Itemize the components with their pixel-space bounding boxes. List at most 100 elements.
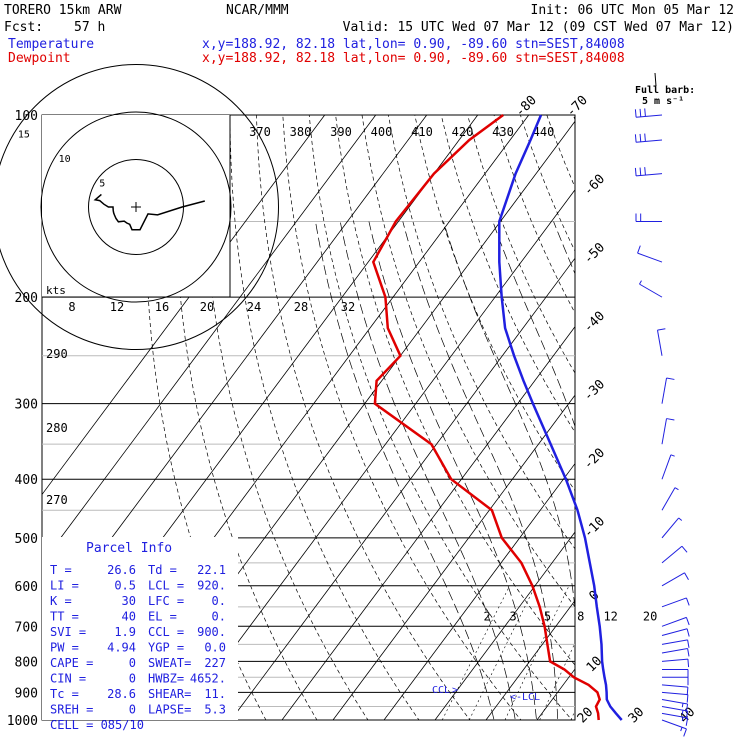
wind-barb [635,213,662,223]
temperature-legend: Temperature [8,37,94,52]
theta-label: 420 [452,125,474,139]
barb-legend-staff [654,72,657,87]
parcel-value: 0. [212,610,226,624]
parcel-key: SVI = [50,625,86,639]
hodograph-ring-label: 5 [99,179,105,190]
parcel-info-panel: Parcel Info T = 26.6 Td = 22.1 LI = 0.5 LCL = 9… [42,537,238,732]
location-temp: x,y=188.92, 82.18 lat,lon= 0.90, -89.60 … [202,37,625,52]
wind-barb [661,418,675,445]
wind-barb [661,597,690,608]
isotherm-label: 20 [575,705,597,727]
parcel-cell: CELL = 085/10 [50,718,144,732]
isotherm-label: 40 [677,705,699,727]
wind-barb [661,487,679,511]
hodograph-unit: kts [46,284,66,297]
parcel-key: T = [50,563,72,577]
isotherm-line [434,531,575,720]
isotherm-line [639,115,740,720]
dry-adiabat-line [546,115,575,188]
parcel-value: 1.9 [114,625,136,639]
parcel-value: 920. [197,579,226,593]
parcel-key: LAPSE= [148,703,191,717]
wind-barb [662,668,689,678]
pressure-tick-label: 700 [15,620,38,635]
dry-adiabat-label: 270 [46,493,68,507]
dry-adiabat-line [335,115,575,666]
dry-adiabat-line [600,115,740,733]
parcel-value: 4652. [190,672,226,686]
dry-adiabat-line [361,115,575,608]
theta-label: 390 [330,125,352,139]
moist-adiabat-line [626,222,670,733]
isotherm-line [588,115,740,720]
barb-legend: Full barb: [635,85,695,96]
hodograph-scale-label: 12 [110,300,124,314]
wind-barb [661,517,683,539]
parcel-key: TT = [50,610,79,624]
isotherm-label: -60 [581,172,608,199]
hodograph-scale-label: 28 [294,300,308,314]
isotherm-line [230,257,575,720]
lcl-arrow: <- [510,692,522,703]
parcel-value: 40 [122,610,136,624]
moist-adiabat-line [443,221,575,612]
ccl-arrow: > [452,685,458,696]
wind-barb [637,245,663,263]
moist-adiabat-line [368,221,537,720]
parcel-value: 11. [204,687,226,701]
isotherm-line [485,599,575,720]
wind-barb [661,454,675,480]
parcel-value: 0 [129,656,136,670]
parcel-key: EL = [148,610,177,624]
wind-barb [661,699,689,712]
isotherm-label: -20 [581,446,608,473]
valid-time: Valid: 15 UTC Wed 07 Mar 12 (09 CST Wed … [343,20,734,35]
pressure-tick-label: 1000 [7,714,38,729]
dry-adiabat-line [705,115,740,733]
parcel-key: SREH = [50,703,93,717]
hodograph-scale-label: 32 [341,300,355,314]
wind-barb [661,658,690,668]
isotherm-line [536,668,575,720]
parcel-key: CIN = [50,672,86,686]
mixing-ratio-line [504,585,570,720]
mixing-ratio-labels: 2 3 5 8 12 20 [484,609,658,623]
ccl-label: CCL [432,685,450,696]
parcel-key: CCL = [148,625,184,639]
wind-barb [634,108,663,118]
temperature-series [498,114,623,721]
wind-barb [661,691,689,703]
wind-barb [634,133,663,143]
dry-adiabat-line [174,115,318,720]
theta-label: 380 [290,125,312,139]
mixing-ratio-label: 8 [577,609,584,623]
dry-adiabat-line [229,115,420,720]
wind-barb [661,648,690,657]
parcel-value: 0 [129,703,136,717]
dry-adiabat-line [308,115,573,720]
wind-barb [656,328,666,356]
hodograph-scale-label: 24 [247,300,261,314]
lcl-label: LCL [522,692,540,703]
mixing-ratio-label: 20 [643,609,657,623]
isotherm-label: 30 [626,705,648,727]
parcel-value: 0.0 [204,641,226,655]
parcel-value: 22.1 [197,563,226,577]
potential-temp-labels: 370 380 390 400 410 420 430 440 [249,125,554,139]
parcel-key: Tc = [50,687,79,701]
mixing-ratio-label: 3 [510,609,517,623]
dewpoint-series [371,113,602,721]
mixing-ratio-line [441,585,510,720]
parcel-key: Td = [148,563,177,577]
isotherm-line [383,462,575,720]
hodograph-scale-label: 20 [200,300,214,314]
parcel-key: YGP = [148,641,184,655]
parcel-value: 26.6 [107,563,136,577]
wind-barb [661,712,689,726]
hodograph-trace [93,193,205,231]
dry-adiabat-line [467,115,575,374]
isotherm-line [42,115,326,496]
